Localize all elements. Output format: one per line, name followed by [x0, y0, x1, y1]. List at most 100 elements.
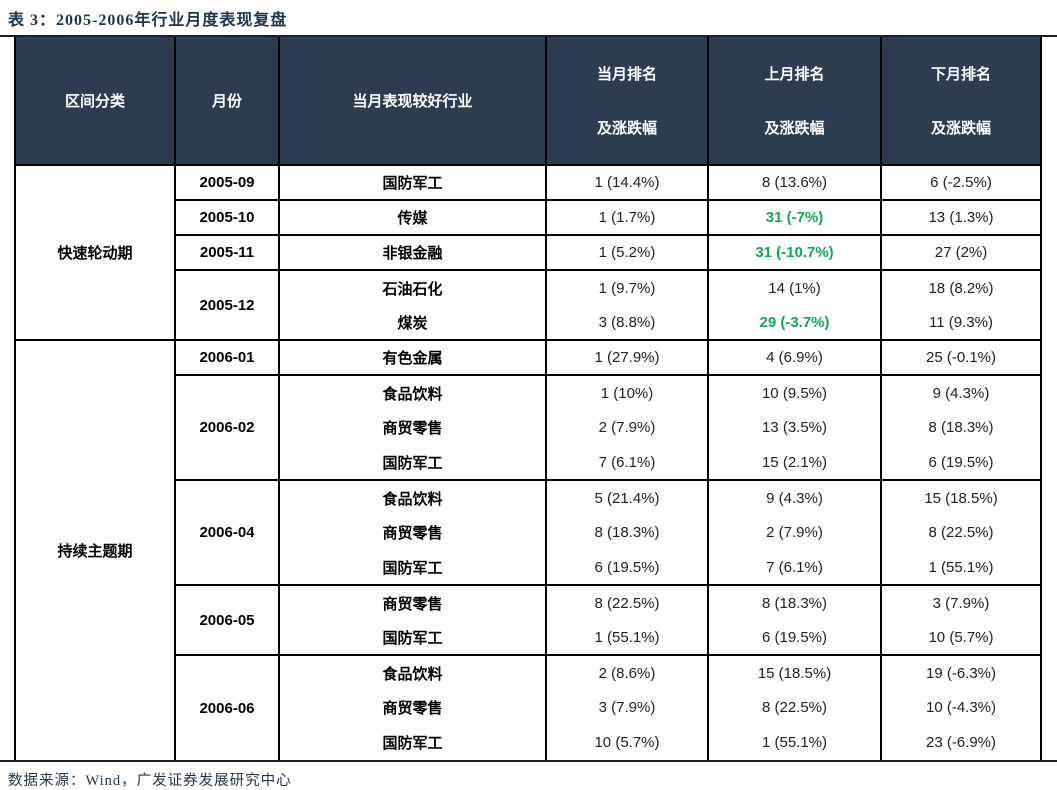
performance-table: 区间分类 月份 当月表现较好行业 当月排名 及涨跌幅 上月排名 及涨跌幅 — [14, 37, 1042, 760]
next-rank-cell: 25 (-0.1%) — [880, 339, 1042, 375]
prev-rank-cell: 31 (-10.7%) — [707, 234, 882, 270]
next-rank-cell: 8 (18.3%) — [880, 410, 1042, 445]
header-label: 及涨跌幅 — [764, 119, 825, 137]
prev-rank-cell: 8 (22.5%) — [707, 690, 882, 725]
header-cell-prev-rank: 上月排名 及涨跌幅 — [707, 37, 882, 166]
prev-rank-cell: 7 (6.1%) — [707, 550, 882, 585]
table-row: 快速轮动期 2005-09 国防军工 1 (14.4%) 8 (13.6%) 6 (-2.… — [14, 164, 1042, 340]
next-rank-cell: 13 (1.3%) — [880, 199, 1042, 235]
next-rank-cell: 10 (-4.3%) — [880, 690, 1042, 725]
section-cell: 持续主题期 — [14, 339, 176, 760]
current-rank-cell: 3 (7.9%) — [545, 690, 709, 725]
industry-cell: 食品饮料 — [278, 654, 547, 690]
month-cell: 2006-04 — [174, 479, 280, 585]
prev-rank-cell: 8 (13.6%) — [707, 164, 882, 200]
current-rank-cell: 8 (22.5%) — [545, 584, 709, 620]
industry-cell: 商贸零售 — [278, 410, 547, 445]
header-cell-month: 月份 — [174, 37, 280, 166]
table-row: 2006-04 食品饮料 5 (21.4%) 9 (4.3%) 15 (18.5%) — [15, 479, 1042, 585]
prev-rank-cell: 15 (2.1%) — [707, 445, 882, 480]
table-header: 区间分类 月份 当月表现较好行业 当月排名 及涨跌幅 上月排名 及涨跌幅 — [14, 37, 1042, 166]
current-rank-cell: 5 (21.4%) — [545, 479, 709, 515]
section-cell: 快速轮动期 — [14, 164, 176, 340]
table-row: 2005-10 传媒 1 (1.7%) 31 (-7%) 13 (1.3%) — [15, 199, 1042, 235]
month-cell: 2005-12 — [174, 269, 280, 340]
month-cell: 2005-11 — [174, 234, 280, 270]
current-rank-cell: 1 (10%) — [545, 374, 709, 410]
table-header-row: 区间分类 月份 当月表现较好行业 当月排名 及涨跌幅 上月排名 及涨跌幅 — [14, 37, 1042, 166]
header-cell-next-rank: 下月排名 及涨跌幅 — [880, 37, 1042, 166]
prev-rank-cell: 1 (55.1%) — [707, 725, 882, 760]
table-body: 快速轮动期 2005-09 国防军工 1 (14.4%) 8 (13.6%) 6 (-2.… — [14, 164, 1042, 760]
industry-cell: 商贸零售 — [278, 584, 547, 620]
current-rank-cell: 7 (6.1%) — [545, 445, 709, 480]
industry-cell: 国防军工 — [278, 620, 547, 655]
header-label: 及涨跌幅 — [596, 119, 657, 137]
industry-cell: 商贸零售 — [278, 515, 547, 550]
industry-cell: 食品饮料 — [278, 374, 547, 410]
prev-rank-cell: 29 (-3.7%) — [707, 305, 882, 340]
next-rank-cell: 19 (-6.3%) — [880, 654, 1042, 690]
month-cell: 2006-02 — [174, 374, 280, 480]
prev-rank-cell: 4 (6.9%) — [707, 339, 882, 375]
current-rank-cell: 1 (5.2%) — [545, 234, 709, 270]
source-note: 数据来源：Wind，广发证券发展研究中心 — [8, 773, 292, 789]
table-row: 商贸零售 2 (7.9%) 13 (3.5%) 8 (18.3%) — [15, 410, 1042, 445]
header-label: 及涨跌幅 — [930, 119, 991, 137]
prev-rank-cell: 15 (18.5%) — [707, 654, 882, 690]
prev-rank-cell: 2 (7.9%) — [707, 515, 882, 550]
month-cell: 2005-10 — [174, 199, 280, 235]
current-rank-cell: 8 (18.3%) — [545, 515, 709, 550]
header-label: 下月排名 — [930, 66, 991, 84]
header-cell-current-rank: 当月排名 及涨跌幅 — [545, 37, 709, 166]
next-rank-cell: 1 (55.1%) — [880, 550, 1042, 585]
industry-cell: 国防军工 — [278, 445, 547, 480]
table-row: 商贸零售 8 (18.3%) 2 (7.9%) 8 (22.5%) — [15, 515, 1042, 550]
industry-cell: 国防军工 — [278, 164, 547, 200]
prev-rank-cell: 10 (9.5%) — [707, 374, 882, 410]
table-row: 国防军工 1 (55.1%) 6 (19.5%) 10 (5.7%) — [15, 620, 1042, 655]
industry-cell: 非银金融 — [278, 234, 547, 270]
table-row: 国防军工 6 (19.5%) 7 (6.1%) 1 (55.1%) — [15, 550, 1042, 585]
month-cell: 2006-06 — [174, 654, 280, 760]
industry-cell: 食品饮料 — [278, 479, 547, 515]
month-cell: 2006-05 — [174, 584, 280, 655]
next-rank-cell: 10 (5.7%) — [880, 620, 1042, 655]
industry-cell: 国防军工 — [278, 550, 547, 585]
current-rank-cell: 6 (19.5%) — [545, 550, 709, 585]
current-rank-cell: 1 (1.7%) — [545, 199, 709, 235]
page-title: 表 3：2005-2006年行业月度表现复盘 — [8, 12, 288, 29]
prev-rank-cell: 6 (19.5%) — [707, 620, 882, 655]
current-rank-cell: 10 (5.7%) — [545, 725, 709, 760]
next-rank-cell: 18 (8.2%) — [880, 269, 1042, 305]
table-row: 商贸零售 3 (7.9%) 8 (22.5%) 10 (-4.3%) — [15, 690, 1042, 725]
industry-cell: 传媒 — [278, 199, 547, 235]
next-rank-cell: 27 (2%) — [880, 234, 1042, 270]
header-label: 当月排名 — [596, 66, 657, 84]
industry-cell: 国防军工 — [278, 725, 547, 760]
current-rank-cell: 1 (14.4%) — [545, 164, 709, 200]
current-rank-cell: 2 (7.9%) — [545, 410, 709, 445]
table-row: 持续主题期 2006-01 有色金属 1 (27.9%) 4 (6.9%) 25 (-0.… — [14, 339, 1042, 760]
current-rank-cell: 3 (8.8%) — [545, 305, 709, 340]
industry-cell: 有色金属 — [278, 339, 547, 375]
month-cell: 2006-01 — [174, 339, 280, 375]
next-rank-cell: 6 (-2.5%) — [880, 164, 1042, 200]
table-row: 2005-11 非银金融 1 (5.2%) 31 (-10.7%) 27 (2%) — [15, 234, 1042, 270]
header-label: 月份 — [211, 93, 242, 110]
current-rank-cell: 1 (27.9%) — [545, 339, 709, 375]
next-rank-cell: 6 (19.5%) — [880, 445, 1042, 480]
industry-cell: 商贸零售 — [278, 690, 547, 725]
table-row: 国防军工 7 (6.1%) 15 (2.1%) 6 (19.5%) — [15, 445, 1042, 480]
month-cell: 2005-09 — [174, 164, 280, 200]
prev-rank-cell: 31 (-7%) — [707, 199, 882, 235]
table-row: 国防军工 10 (5.7%) 1 (55.1%) 23 (-6.9%) — [15, 725, 1042, 760]
next-rank-cell: 3 (7.9%) — [880, 584, 1042, 620]
current-rank-cell: 1 (9.7%) — [545, 269, 709, 305]
next-rank-cell: 23 (-6.9%) — [880, 725, 1042, 760]
table-row: 2006-05 商贸零售 8 (22.5%) 8 (18.3%) 3 (7.9%) — [15, 584, 1042, 655]
header-cell-interval: 区间分类 — [14, 37, 176, 166]
next-rank-cell: 11 (9.3%) — [880, 305, 1042, 340]
table-row: 煤炭 3 (8.8%) 29 (-3.7%) 11 (9.3%) — [15, 305, 1042, 340]
header-label: 区间分类 — [64, 93, 125, 110]
